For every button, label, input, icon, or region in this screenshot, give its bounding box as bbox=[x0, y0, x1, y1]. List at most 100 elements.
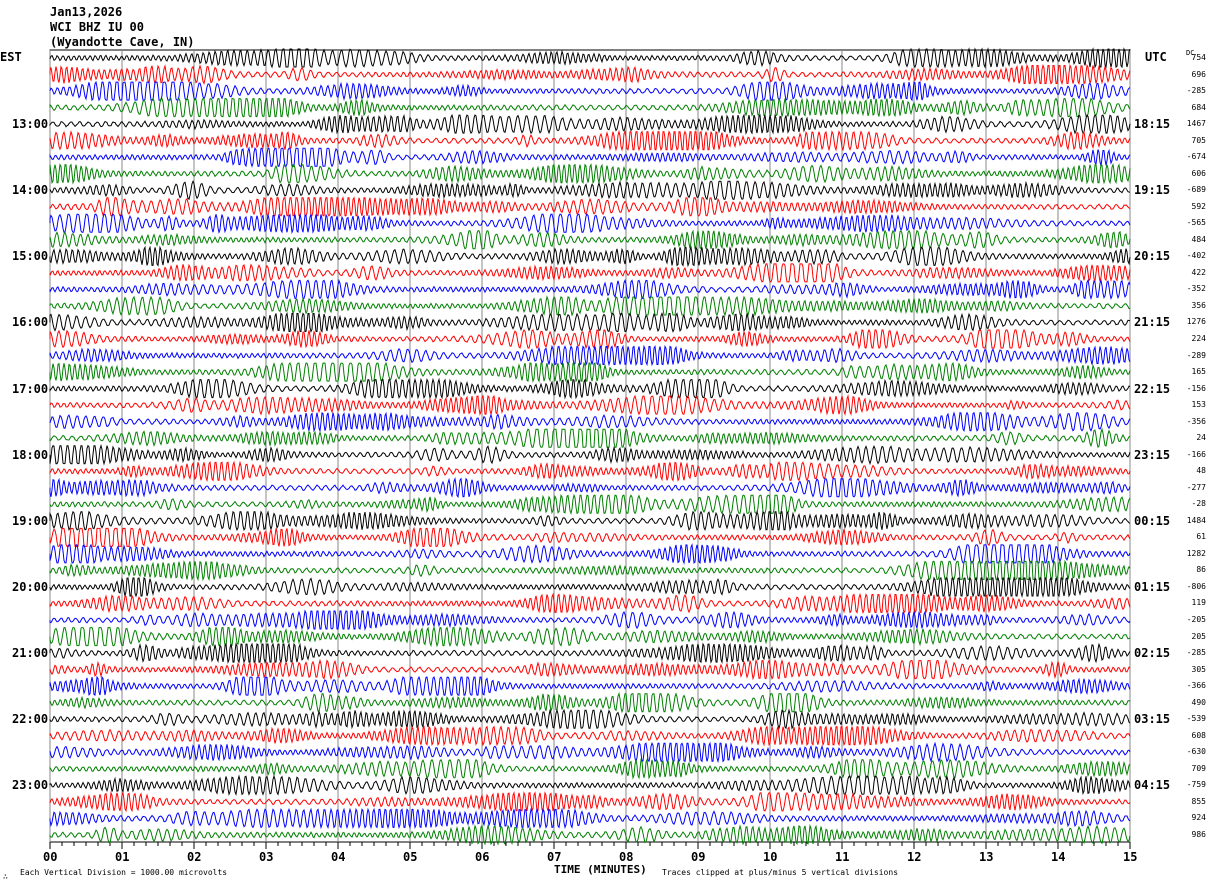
dc-offset-label: 705 bbox=[1191, 135, 1206, 145]
seismic-trace bbox=[49, 229, 1131, 250]
dc-offset-label: 490 bbox=[1191, 697, 1206, 707]
right-hour-label: 20:15 bbox=[1134, 249, 1171, 264]
seismic-trace bbox=[49, 510, 1131, 532]
x-tick-label: 05 bbox=[403, 850, 418, 864]
seismic-trace bbox=[49, 245, 1131, 268]
seismic-trace bbox=[49, 129, 1131, 152]
seismic-trace bbox=[49, 625, 1131, 648]
seismic-trace bbox=[49, 80, 1131, 102]
right-hour-label: 18:15 bbox=[1134, 117, 1171, 132]
seismic-trace bbox=[49, 162, 1131, 185]
dc-offset-label: 205 bbox=[1191, 631, 1206, 641]
right-hour-label: 04:15 bbox=[1134, 778, 1171, 793]
seismic-trace bbox=[49, 146, 1131, 168]
dc-offset-label: -674 bbox=[1186, 152, 1206, 162]
x-tick-label: 01 bbox=[115, 850, 130, 864]
seismic-trace bbox=[49, 691, 1131, 714]
x-tick-label: 02 bbox=[187, 850, 202, 864]
right-hour-label: 22:15 bbox=[1134, 381, 1171, 396]
seismic-trace bbox=[49, 443, 1131, 466]
dc-offset-label: -356 bbox=[1186, 416, 1206, 426]
seismic-trace bbox=[49, 180, 1131, 201]
scale-note: Each Vertical Division = 1000.00 microvo… bbox=[20, 868, 228, 877]
logo-icon: ∴ bbox=[3, 872, 8, 881]
seismic-trace bbox=[49, 411, 1131, 433]
dc-offset-label: -689 bbox=[1186, 185, 1206, 195]
seismic-trace bbox=[49, 113, 1131, 135]
left-hour-label: 18:00 bbox=[12, 447, 49, 462]
seismic-trace bbox=[49, 658, 1131, 681]
right-hour-label: 19:15 bbox=[1134, 183, 1171, 198]
dc-offset-label: -352 bbox=[1186, 284, 1206, 294]
left-hour-label: 23:00 bbox=[12, 778, 49, 793]
dc-offset-label: 1282 bbox=[1186, 548, 1206, 558]
seismic-trace bbox=[49, 724, 1131, 747]
right-hour-label: 00:15 bbox=[1134, 513, 1171, 528]
x-tick-label: 09 bbox=[691, 850, 706, 864]
x-tick-label: 08 bbox=[619, 850, 634, 864]
dc-label: DC bbox=[1186, 49, 1195, 57]
station-title: WCI BHZ IU 00 bbox=[50, 20, 144, 34]
seismic-trace bbox=[49, 63, 1131, 86]
x-tick-label: 13 bbox=[979, 850, 994, 864]
right-hour-label: 23:15 bbox=[1134, 447, 1171, 462]
x-tick-label: 15 bbox=[1123, 850, 1138, 864]
dc-offset-label: -539 bbox=[1186, 714, 1206, 724]
left-hour-label: 17:00 bbox=[12, 381, 49, 396]
seismic-trace bbox=[49, 592, 1131, 614]
dc-offset-label: -565 bbox=[1186, 218, 1206, 228]
dc-offset-label: 48 bbox=[1196, 466, 1206, 476]
seismic-trace bbox=[49, 47, 1131, 69]
dc-offset-label: -402 bbox=[1186, 251, 1206, 261]
dc-offset-label: 855 bbox=[1191, 796, 1206, 806]
dc-offset-label: 224 bbox=[1191, 334, 1206, 343]
dc-offset-label: -759 bbox=[1186, 780, 1206, 790]
right-timezone-label: UTC bbox=[1145, 50, 1167, 64]
dc-offset-label: 305 bbox=[1191, 664, 1206, 674]
dc-offset-label: 1484 bbox=[1186, 515, 1206, 525]
x-tick-label: 04 bbox=[331, 850, 346, 864]
seismic-trace bbox=[49, 576, 1131, 598]
seismic-trace bbox=[49, 493, 1131, 515]
dc-offset-label: 165 bbox=[1191, 367, 1206, 377]
dc-offset-label: 592 bbox=[1191, 201, 1206, 211]
date-title: Jan13,2026 bbox=[50, 5, 123, 19]
left-hour-label: 15:00 bbox=[12, 249, 49, 264]
dc-offset-label: 606 bbox=[1191, 168, 1206, 178]
seismic-trace bbox=[49, 213, 1131, 235]
seismic-trace bbox=[49, 708, 1131, 730]
seismic-trace bbox=[49, 807, 1131, 830]
left-hour-label: 21:00 bbox=[12, 646, 49, 661]
left-hour-label: 14:00 bbox=[12, 183, 49, 198]
dc-offset-label: -289 bbox=[1186, 350, 1206, 360]
right-hour-label: 01:15 bbox=[1134, 579, 1171, 594]
seismic-trace bbox=[49, 741, 1131, 764]
dc-offset-label: 696 bbox=[1191, 69, 1206, 79]
dc-offset-label: -166 bbox=[1186, 449, 1206, 459]
seismic-trace bbox=[49, 377, 1131, 400]
dc-offset-label: 86 bbox=[1196, 565, 1206, 575]
x-tick-label: 03 bbox=[259, 850, 274, 864]
dc-offset-label: -205 bbox=[1186, 615, 1206, 625]
seismic-trace bbox=[49, 476, 1131, 499]
left-timezone-label: EST bbox=[0, 50, 22, 64]
seismic-trace bbox=[49, 543, 1131, 565]
x-tick-label: 07 bbox=[547, 850, 562, 864]
seismic-trace bbox=[49, 790, 1131, 813]
dc-offset-label: -630 bbox=[1186, 747, 1206, 757]
dc-offset-label: 608 bbox=[1191, 730, 1206, 740]
dc-offset-label: 754 bbox=[1191, 53, 1206, 62]
seismic-trace bbox=[49, 394, 1131, 417]
seismic-trace bbox=[49, 311, 1131, 333]
seismic-trace bbox=[49, 278, 1131, 301]
dc-offset-label: -806 bbox=[1186, 581, 1206, 591]
dc-offset-label: 709 bbox=[1191, 763, 1206, 773]
x-axis-label: TIME (MINUTES) bbox=[554, 863, 647, 876]
seismic-trace bbox=[49, 559, 1131, 582]
seismic-trace bbox=[49, 774, 1131, 797]
right-hour-label: 02:15 bbox=[1134, 646, 1171, 661]
seismic-trace bbox=[49, 262, 1131, 283]
dc-offset-label: -277 bbox=[1186, 482, 1206, 492]
seismic-trace bbox=[49, 757, 1131, 780]
x-tick-label: 12 bbox=[907, 850, 922, 864]
